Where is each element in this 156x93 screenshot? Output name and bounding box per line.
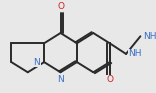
Text: N: N: [34, 58, 40, 67]
Text: NH: NH: [128, 49, 142, 58]
Text: NH₂: NH₂: [143, 32, 156, 41]
Text: O: O: [106, 76, 113, 84]
Text: N: N: [57, 75, 64, 84]
Text: O: O: [57, 2, 64, 11]
